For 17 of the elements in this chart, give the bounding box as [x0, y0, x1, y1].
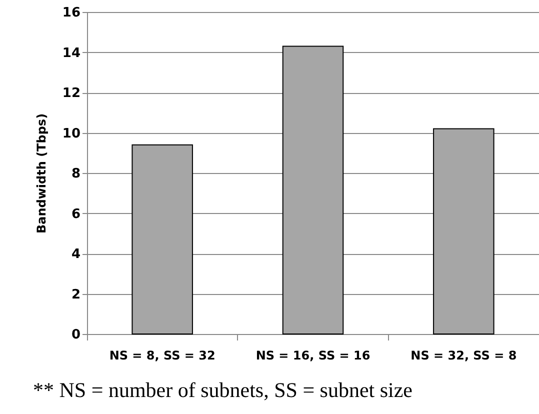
x-tick-label: NS = 16, SS = 16: [256, 348, 370, 362]
bar: [433, 128, 494, 334]
y-tick-label: 8: [71, 166, 80, 182]
y-axis-title: Bandwidth (Tbps): [34, 113, 48, 234]
text: ** NS = number of subnets, SS = subnet size: [33, 378, 413, 403]
y-tick-label: 2: [71, 287, 80, 302]
y-tick-label: 4: [71, 247, 80, 262]
bar: [132, 144, 193, 334]
y-tick-label: 6: [71, 206, 80, 222]
y-tick-label: 14: [62, 46, 80, 61]
x-tick-label: NS = 8, SS = 32: [109, 348, 216, 362]
y-tick-label: 0: [71, 328, 80, 342]
y-tick-label: 16: [62, 6, 80, 20]
y-tick-label: 10: [62, 126, 80, 142]
x-tick-label: NS = 32, SS = 8: [410, 348, 517, 362]
y-tick-label: 12: [62, 86, 80, 101]
bar: [282, 46, 344, 334]
